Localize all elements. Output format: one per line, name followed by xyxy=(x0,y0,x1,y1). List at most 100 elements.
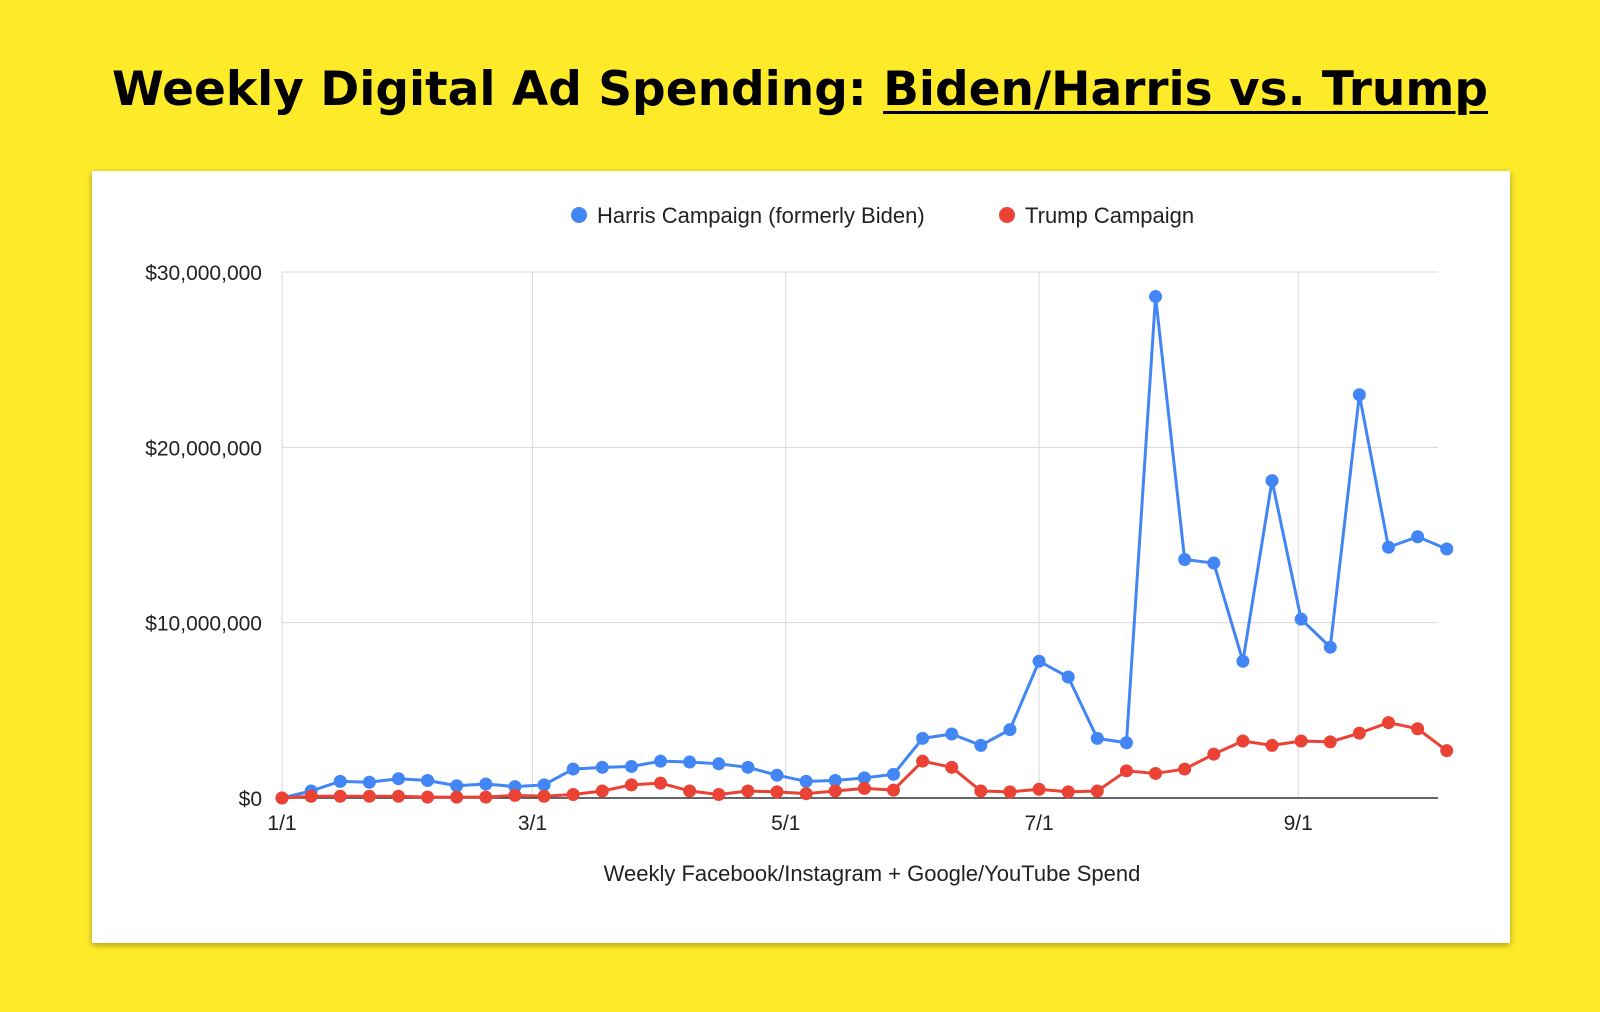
data-point xyxy=(479,777,493,791)
data-point xyxy=(712,757,726,771)
data-point xyxy=(886,783,900,797)
data-point xyxy=(857,771,871,785)
data-point xyxy=(450,790,464,804)
y-tick-label: $30,000,000 xyxy=(145,262,262,285)
data-point xyxy=(654,754,668,768)
title-prefix: Weekly Digital Ad Spending: xyxy=(112,62,884,117)
data-point xyxy=(624,759,638,773)
series-harris xyxy=(275,290,1454,805)
data-point xyxy=(537,789,551,803)
legend-item-trump[interactable]: Trump Campaign xyxy=(999,203,1194,228)
data-point xyxy=(391,772,405,786)
data-point xyxy=(886,767,900,781)
data-point xyxy=(828,784,842,798)
data-point xyxy=(1090,784,1104,798)
data-point xyxy=(508,788,522,802)
legend-marker xyxy=(571,207,587,223)
data-point xyxy=(1119,764,1133,778)
data-point xyxy=(654,776,668,790)
data-point xyxy=(770,785,784,799)
data-point xyxy=(1411,722,1425,736)
data-point xyxy=(1381,540,1395,554)
data-point xyxy=(712,787,726,801)
data-point xyxy=(1032,654,1046,668)
data-point xyxy=(1061,785,1075,799)
legend-item-harris[interactable]: Harris Campaign (formerly Biden) xyxy=(571,203,925,228)
data-point xyxy=(566,762,580,776)
data-point xyxy=(916,731,930,745)
data-point xyxy=(770,768,784,782)
data-point xyxy=(1236,734,1250,748)
data-point xyxy=(1265,738,1279,752)
data-point xyxy=(945,727,959,741)
data-point xyxy=(362,775,376,789)
data-point xyxy=(1003,723,1017,737)
data-point xyxy=(741,760,755,774)
series-line xyxy=(281,295,1448,800)
data-point xyxy=(799,787,813,801)
x-tick-label: 5/1 xyxy=(771,812,800,835)
data-point xyxy=(1440,744,1454,758)
data-point xyxy=(333,789,347,803)
data-point xyxy=(974,738,988,752)
data-point xyxy=(683,755,697,769)
legend-label: Trump Campaign xyxy=(1025,203,1194,228)
data-point xyxy=(275,791,289,805)
data-point xyxy=(1207,556,1221,570)
data-point xyxy=(624,778,638,792)
data-point xyxy=(450,779,464,793)
data-point xyxy=(741,784,755,798)
data-point xyxy=(1178,762,1192,776)
data-point xyxy=(537,778,551,792)
data-point xyxy=(333,774,347,788)
data-point xyxy=(974,784,988,798)
data-point xyxy=(916,754,930,768)
data-point xyxy=(1294,612,1308,626)
data-point xyxy=(1032,782,1046,796)
data-point xyxy=(1265,474,1279,488)
page-title: Weekly Digital Ad Spending: Biden/Harris… xyxy=(0,62,1600,117)
x-tick-label: 9/1 xyxy=(1284,812,1313,835)
data-point xyxy=(1061,670,1075,684)
series xyxy=(275,290,1454,805)
line-chart: $0 $10,000,000 $20,000,000 $30,000,000 1/1 3/… xyxy=(145,203,1454,886)
data-point xyxy=(1090,731,1104,745)
data-point xyxy=(362,789,376,803)
data-point xyxy=(1411,530,1425,544)
data-point xyxy=(1323,735,1337,749)
x-tick-label: 1/1 xyxy=(267,812,296,835)
data-point xyxy=(421,790,435,804)
legend-marker xyxy=(999,207,1015,223)
data-point xyxy=(857,781,871,795)
data-point xyxy=(683,784,697,798)
data-point xyxy=(479,790,493,804)
legend[interactable]: Harris Campaign (formerly Biden) Trump Ca… xyxy=(571,203,1194,228)
data-point xyxy=(1003,785,1017,799)
data-point xyxy=(1352,388,1366,402)
axes: $0 $10,000,000 $20,000,000 $30,000,000 1/1 3/… xyxy=(145,262,1438,835)
data-point xyxy=(391,789,405,803)
y-tick-label: $20,000,000 xyxy=(145,437,262,460)
data-point xyxy=(1178,553,1192,567)
data-point xyxy=(1119,736,1133,750)
data-point xyxy=(1440,542,1454,556)
data-point xyxy=(945,760,959,774)
data-point xyxy=(1236,654,1250,668)
data-point xyxy=(1381,716,1395,730)
data-point xyxy=(1294,734,1308,748)
data-point xyxy=(1323,640,1337,654)
title-emphasis: Biden/Harris vs. Trump xyxy=(883,62,1488,117)
chart-card: $0 $10,000,000 $20,000,000 $30,000,000 1/1 3/… xyxy=(92,171,1510,943)
y-tick-label: $10,000,000 xyxy=(145,613,262,636)
data-point xyxy=(595,784,609,798)
data-point xyxy=(1352,726,1366,740)
data-point xyxy=(1149,766,1163,780)
data-point xyxy=(1207,747,1221,761)
grid xyxy=(281,271,1438,798)
data-point xyxy=(566,787,580,801)
data-point xyxy=(595,760,609,774)
x-tick-label: 3/1 xyxy=(518,812,547,835)
y-tick-label: $0 xyxy=(239,788,262,811)
x-axis-title: Weekly Facebook/Instagram + Google/YouTu… xyxy=(604,861,1141,886)
